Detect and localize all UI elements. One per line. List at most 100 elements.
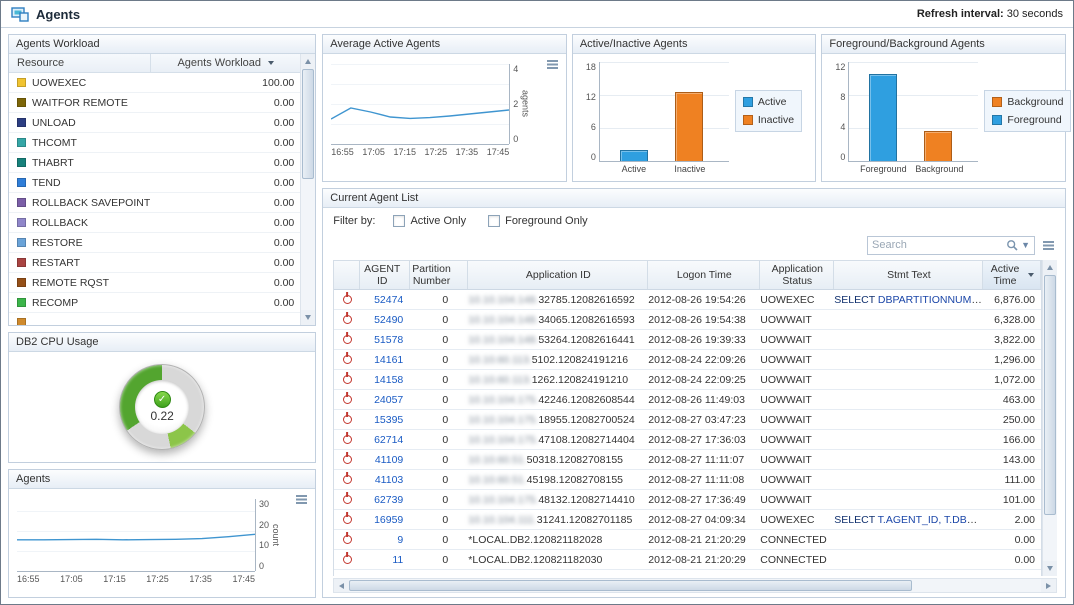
power-column-header[interactable] bbox=[334, 261, 361, 289]
workload-row[interactable]: RESTORE 0.00 bbox=[9, 233, 301, 253]
agent-row[interactable]: 14158 0 10.10.60.113. 1262.120824191210 2… bbox=[334, 370, 1041, 390]
agent-row[interactable]: 24057 0 10.10.104.175. 42246.12082608544 … bbox=[334, 390, 1041, 410]
agent-id-cell[interactable]: 41103 bbox=[374, 473, 404, 486]
agent-id-cell[interactable]: 15395 bbox=[374, 413, 404, 426]
workload-column-header[interactable]: Agents Workload bbox=[150, 54, 300, 72]
workload-row[interactable]: RECOMP 0.00 bbox=[9, 293, 301, 313]
scroll-down-button[interactable] bbox=[1043, 561, 1057, 576]
agent-id-cell[interactable]: 11 bbox=[392, 553, 404, 566]
scrollbar-thumb[interactable] bbox=[302, 69, 315, 179]
agent-id-cell[interactable]: 14161 bbox=[374, 353, 404, 366]
workload-row[interactable]: THCOMT 0.00 bbox=[9, 133, 301, 153]
agent-row[interactable]: 16959 0 10.10.104.111. 31241.12082701185 … bbox=[334, 510, 1041, 530]
checkbox[interactable] bbox=[393, 214, 406, 227]
scroll-right-button[interactable] bbox=[1041, 579, 1056, 592]
workload-row[interactable]: UOWEXEC 100.00 bbox=[9, 73, 301, 93]
agent-id-cell[interactable]: 9 bbox=[397, 533, 404, 546]
agent-id-cell[interactable]: 14158 bbox=[374, 373, 404, 386]
application-status-cell: UOWWAIT bbox=[760, 353, 812, 366]
workload-bar bbox=[160, 238, 218, 247]
active-time-cell: 0.00 bbox=[1014, 553, 1035, 566]
scrollbar-track[interactable] bbox=[1043, 515, 1057, 561]
workload-row[interactable] bbox=[9, 313, 300, 325]
partition-cell: 0 bbox=[442, 353, 449, 366]
workload-row[interactable]: ROLLBACK SAVEPOINT 0.00 bbox=[9, 193, 301, 213]
workload-row[interactable]: ROLLBACK 0.00 bbox=[9, 213, 301, 233]
agent-row[interactable]: 11 0 *LOCAL.DB2.120821182030 2012-08-21 … bbox=[334, 550, 1041, 570]
column-header-application-status[interactable]: Application Status bbox=[760, 261, 834, 289]
workload-row[interactable]: UNLOAD 0.00 bbox=[9, 113, 301, 133]
scrollbar-thumb[interactable] bbox=[1044, 275, 1056, 515]
chart-menu-icon[interactable] bbox=[547, 59, 559, 69]
scroll-up-button[interactable] bbox=[1043, 260, 1057, 275]
scrollbar-thumb[interactable] bbox=[349, 580, 913, 591]
agent-table-vscrollbar[interactable] bbox=[1042, 260, 1057, 576]
power-icon[interactable] bbox=[342, 335, 352, 344]
checkbox[interactable] bbox=[488, 214, 501, 227]
scroll-left-icon bbox=[339, 582, 345, 589]
workload-row[interactable]: THABRT 0.00 bbox=[9, 153, 301, 173]
power-icon[interactable] bbox=[342, 555, 352, 564]
workload-row[interactable]: RESTART 0.00 bbox=[9, 253, 301, 273]
agent-row[interactable]: 52490 0 10.10.104.148. 34065.12082616593 … bbox=[334, 310, 1041, 330]
column-header-agent-id[interactable]: AGENT ID bbox=[360, 261, 411, 289]
agent-id-cell[interactable]: 51578 bbox=[374, 333, 404, 346]
table-menu-icon[interactable] bbox=[1043, 240, 1055, 250]
power-icon[interactable] bbox=[342, 535, 352, 544]
power-icon[interactable] bbox=[342, 295, 352, 304]
scroll-up-button[interactable] bbox=[301, 54, 316, 69]
column-header-partition[interactable]: Partition Number bbox=[410, 261, 468, 289]
power-icon[interactable] bbox=[342, 415, 352, 424]
agent-row[interactable]: 9 0 *LOCAL.DB2.120821182028 2012-08-21 2… bbox=[334, 530, 1041, 550]
power-icon[interactable] bbox=[342, 515, 352, 524]
power-icon[interactable] bbox=[342, 395, 352, 404]
agent-row[interactable]: 15395 0 10.10.104.175. 18955.12082700524 … bbox=[334, 410, 1041, 430]
search-icon[interactable] bbox=[1006, 239, 1019, 252]
filter-checkbox[interactable]: Foreground Only bbox=[488, 214, 588, 227]
category-label: Active bbox=[621, 164, 647, 174]
workload-row[interactable]: TEND 0.00 bbox=[9, 173, 301, 193]
chart-menu-icon[interactable] bbox=[296, 494, 308, 504]
search-box[interactable]: ▼ bbox=[867, 235, 1035, 255]
agent-id-cell[interactable]: 41109 bbox=[374, 453, 404, 466]
agent-row[interactable]: 41103 0 10.10.60.51. 45198.12082708155 20… bbox=[334, 470, 1041, 490]
search-dropdown-icon[interactable]: ▼ bbox=[1021, 240, 1030, 250]
agent-row[interactable]: 62739 0 10.10.104.175. 48132.12082714410 … bbox=[334, 490, 1041, 510]
power-icon[interactable] bbox=[342, 455, 352, 464]
agent-row[interactable]: 62714 0 10.10.104.175. 47108.12082714404 … bbox=[334, 430, 1041, 450]
power-icon[interactable] bbox=[342, 375, 352, 384]
workload-vscrollbar[interactable] bbox=[300, 54, 316, 325]
panel-header: DB2 CPU Usage bbox=[9, 333, 316, 352]
search-input[interactable] bbox=[872, 239, 1007, 251]
filter-checkbox[interactable]: Active Only bbox=[393, 214, 466, 227]
column-header-logon-time[interactable]: Logon Time bbox=[648, 261, 760, 289]
agent-id-cell[interactable]: 24057 bbox=[374, 393, 404, 406]
resource-column-header[interactable]: Resource bbox=[17, 57, 65, 69]
agent-row[interactable]: 52474 0 10.10.104.148. 32785.12082616592 … bbox=[334, 290, 1041, 310]
column-header-stmt-text[interactable]: Stmt Text bbox=[834, 261, 983, 289]
power-icon[interactable] bbox=[342, 495, 352, 504]
workload-bar bbox=[160, 138, 218, 147]
workload-row[interactable]: WAITFOR REMOTE 0.00 bbox=[9, 93, 301, 113]
power-icon[interactable] bbox=[342, 315, 352, 324]
agent-row[interactable]: 51578 0 10.10.104.148. 53264.12082616441 … bbox=[334, 330, 1041, 350]
column-header-active-time[interactable]: Active Time bbox=[983, 261, 1041, 289]
agent-table: AGENT ID Partition Number Application ID… bbox=[333, 260, 1042, 576]
power-icon[interactable] bbox=[342, 435, 352, 444]
column-header-application-id[interactable]: Application ID bbox=[468, 261, 648, 289]
scroll-left-button[interactable] bbox=[334, 579, 350, 592]
power-icon[interactable] bbox=[342, 475, 352, 484]
agent-id-cell[interactable]: 16959 bbox=[374, 513, 404, 526]
power-icon[interactable] bbox=[342, 355, 352, 364]
agent-table-hscrollbar[interactable] bbox=[333, 578, 1057, 593]
scroll-down-button[interactable] bbox=[301, 310, 316, 325]
scrollbar-track[interactable] bbox=[301, 179, 315, 310]
scrollbar-track[interactable] bbox=[912, 579, 1041, 592]
agent-row[interactable]: 41109 0 10.10.60.51. 50318.12082708155 20… bbox=[334, 450, 1041, 470]
agent-id-cell[interactable]: 62714 bbox=[374, 433, 404, 446]
agent-id-cell[interactable]: 52474 bbox=[374, 293, 404, 306]
agent-id-cell[interactable]: 52490 bbox=[374, 313, 404, 326]
workload-row[interactable]: REMOTE RQST 0.00 bbox=[9, 273, 301, 293]
agent-id-cell[interactable]: 62739 bbox=[374, 493, 404, 506]
agent-row[interactable]: 14161 0 10.10.60.113. 5102.120824191216 2… bbox=[334, 350, 1041, 370]
